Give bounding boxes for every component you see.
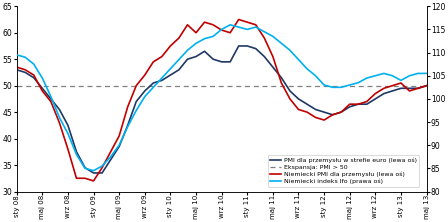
Legend: PMI dla przemysłu w strefie euro (lewa oś), Ekspansja: PMI > 50, Niemiecki PMI d: PMI dla przemysłu w strefie euro (lewa o… [267, 155, 419, 186]
